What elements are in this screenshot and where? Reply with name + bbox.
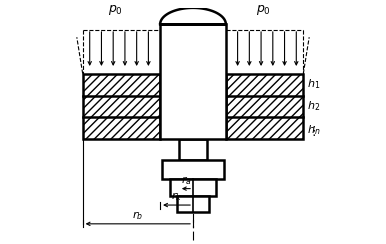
Bar [163, 161, 223, 179]
Text: $r_a$: $r_a$ [181, 174, 191, 187]
Bar [226, 95, 303, 117]
Bar [179, 139, 207, 161]
Polygon shape [160, 8, 226, 24]
Text: $r_b$: $r_b$ [132, 209, 143, 222]
Bar [83, 74, 160, 139]
Bar [226, 74, 303, 95]
Text: $r_k$: $r_k$ [171, 190, 182, 203]
Bar [83, 117, 160, 139]
Bar [176, 196, 210, 212]
Bar [83, 95, 160, 117]
Text: $p_0$: $p_0$ [108, 3, 123, 17]
Text: $h_n$: $h_n$ [307, 123, 320, 137]
Text: $h_1$: $h_1$ [307, 78, 320, 92]
Text: $h_2$: $h_2$ [307, 100, 320, 113]
Text: $\vdots$: $\vdots$ [307, 124, 316, 138]
Bar [160, 24, 226, 139]
Bar [226, 74, 303, 139]
Bar [169, 179, 217, 196]
Bar [226, 117, 303, 139]
Bar [83, 74, 160, 95]
Text: $p_0$: $p_0$ [256, 3, 271, 17]
